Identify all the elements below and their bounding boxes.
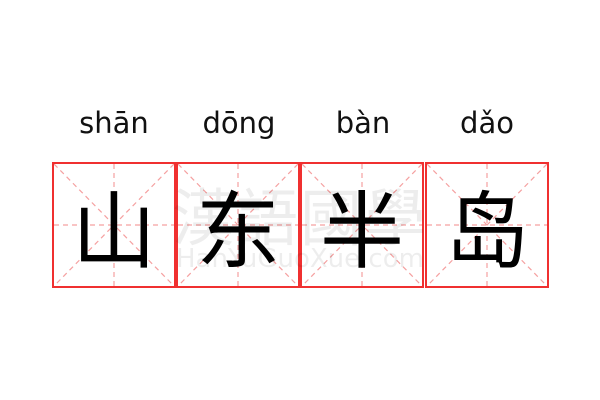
character-cell: 岛 (425, 162, 549, 288)
character-cell: 半 (300, 162, 424, 288)
guide-lines (178, 164, 298, 286)
watermark-latin: HanYuGuoXue.com (176, 244, 424, 274)
guide-lines (427, 164, 547, 286)
pinyin-3: bàn (335, 106, 391, 140)
character: 岛 (444, 182, 529, 281)
pinyin-1: shān (79, 106, 149, 140)
guide-lines (54, 164, 174, 286)
character: 东 (195, 182, 280, 281)
character-cell: 东 (176, 162, 300, 288)
character-cell: 山 (52, 162, 176, 288)
character-grid: 山 东 半 岛 (52, 162, 549, 288)
character: 山 (71, 182, 156, 281)
watermark-chinese: 漢語國學 (172, 182, 429, 255)
pinyin-4: dǎo (460, 106, 514, 140)
character: 半 (319, 182, 404, 281)
pinyin-2: dōng (202, 106, 276, 140)
guide-lines (302, 164, 422, 286)
